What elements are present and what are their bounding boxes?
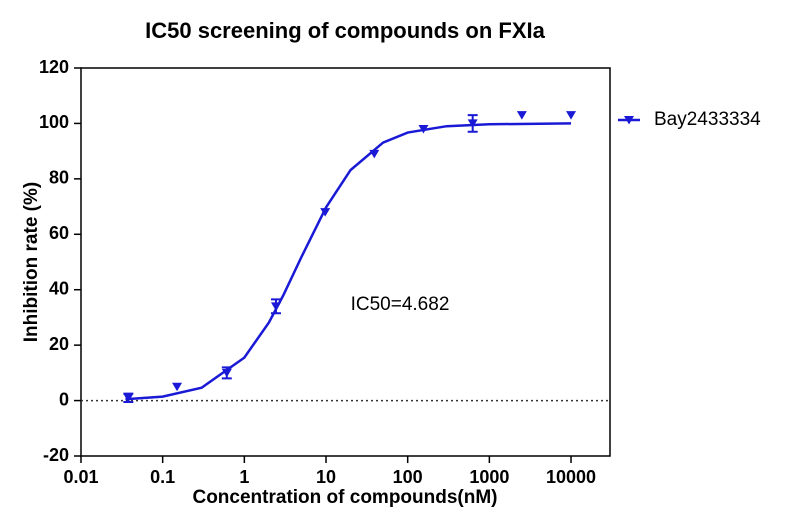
legend-label: Bay2433334: [654, 109, 761, 130]
x-tick-label: 1000: [469, 467, 509, 487]
annotation: IC50=4.682: [351, 294, 450, 315]
x-tick-label: 0.01: [63, 467, 98, 487]
y-tick-label: 120: [39, 57, 69, 77]
data-point: [369, 149, 380, 159]
x-tick-label: 1: [239, 467, 249, 487]
y-tick-label: 0: [59, 389, 69, 409]
y-tick-label: -20: [43, 445, 69, 465]
x-tick-label: 10000: [546, 467, 596, 487]
x-tick-label: 10: [316, 467, 336, 487]
fit-curve: [125, 122, 572, 401]
data-point: [418, 124, 429, 134]
chart-title: IC50 screening of compounds on FXIa: [145, 18, 545, 43]
y-tick-label: 60: [49, 223, 69, 243]
data-point: [123, 393, 134, 403]
x-tick-label: 100: [393, 467, 423, 487]
data-point: [172, 382, 183, 392]
y-tick-label: 40: [49, 278, 69, 298]
data-point: [566, 111, 577, 120]
data-point: [221, 368, 232, 378]
data-point: [467, 119, 478, 128]
plot-frame: [80, 67, 611, 457]
y-tick-label: 20: [49, 334, 69, 354]
y-axis-label: Inhibition rate (%): [21, 182, 42, 342]
legend-marker: [624, 116, 634, 125]
y-tick-label: 80: [49, 168, 69, 188]
x-tick-label: 0.1: [150, 467, 175, 487]
y-tick-label: 100: [39, 112, 69, 132]
data-point: [516, 111, 527, 120]
data-point: [320, 208, 331, 217]
data-point: [270, 302, 281, 311]
x-axis-label: Concentration of compounds(nM): [192, 487, 497, 508]
